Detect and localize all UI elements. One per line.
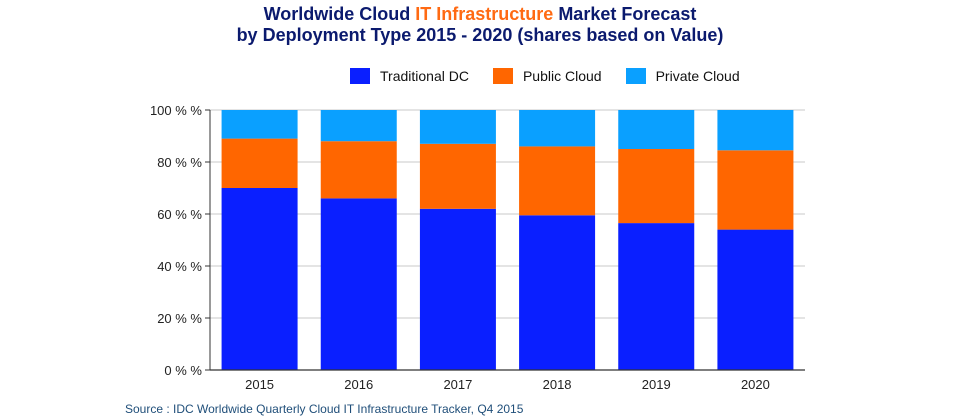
legend-label-public-cloud: Public Cloud (522, 68, 602, 84)
chart-title: Worldwide Cloud IT Infrastructure Market… (0, 4, 960, 46)
bar-traditional-dc (320, 198, 397, 370)
bar-traditional-dc (519, 215, 596, 370)
x-tick-label: 2016 (344, 377, 373, 392)
x-tick-label: 2017 (443, 377, 472, 392)
title-part2: Market Forecast (553, 4, 697, 24)
y-tick-label: 80 % % (157, 155, 202, 170)
chart-title-line2: by Deployment Type 2015 - 2020 (shares b… (236, 25, 724, 45)
legend-label-private-cloud: Private Cloud (655, 68, 740, 84)
source-note: Source : IDC Worldwide Quarterly Cloud I… (125, 402, 524, 416)
y-tick-label: 100 % % (150, 103, 202, 118)
bar-traditional-dc (618, 223, 695, 370)
x-tick-label: 2018 (543, 377, 572, 392)
title-part1: Worldwide Cloud (263, 4, 416, 24)
y-tick-label: 20 % % (157, 311, 202, 326)
bar-private-cloud (419, 110, 496, 144)
y-tick-label: 0 % % (164, 363, 202, 378)
legend-item-public-cloud: Public Cloud (492, 68, 602, 84)
bar-public-cloud (519, 146, 596, 216)
title-highlight: IT Infrastructure (415, 4, 554, 24)
legend-swatch-traditional-dc (350, 68, 370, 84)
bar-traditional-dc (221, 188, 298, 370)
y-tick-label: 60 % % (157, 207, 202, 222)
bar-private-cloud (618, 110, 695, 149)
chart-legend: Traditional DC Public Cloud Private Clou… (350, 66, 764, 86)
legend-swatch-private-cloud (625, 68, 646, 84)
bar-public-cloud (419, 143, 496, 209)
bar-public-cloud (221, 138, 298, 188)
bar-private-cloud (320, 110, 397, 142)
legend-label-traditional-dc: Traditional DC (380, 68, 469, 84)
bar-private-cloud (221, 110, 298, 139)
legend-item-private-cloud: Private Cloud (625, 68, 740, 84)
bar-public-cloud (717, 150, 794, 230)
bar-private-cloud (717, 110, 794, 151)
bar-traditional-dc (717, 229, 794, 370)
bar-public-cloud (320, 141, 397, 199)
bar-traditional-dc (419, 208, 496, 370)
bar-private-cloud (519, 110, 596, 147)
x-tick-label: 2020 (741, 377, 770, 392)
y-tick-label: 40 % % (157, 259, 202, 274)
bar-public-cloud (618, 149, 695, 224)
chart-title-line1: Worldwide Cloud IT Infrastructure Market… (0, 4, 960, 25)
x-tick-label: 2019 (642, 377, 671, 392)
legend-item-traditional-dc: Traditional DC (350, 68, 469, 84)
x-tick-label: 2015 (245, 377, 274, 392)
legend-swatch-public-cloud (492, 68, 513, 84)
